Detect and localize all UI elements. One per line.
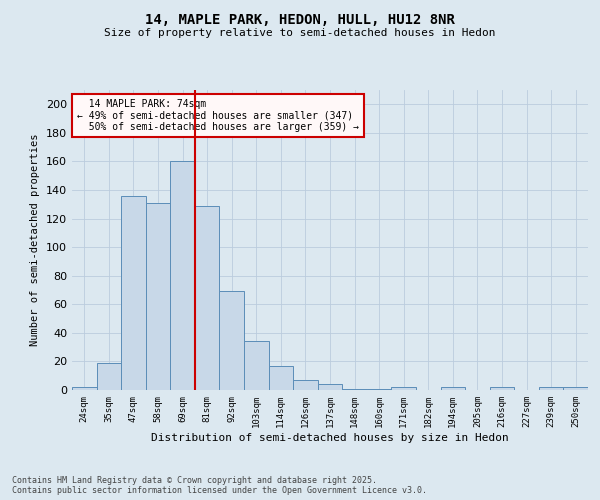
Bar xyxy=(97,363,121,390)
Bar xyxy=(440,387,465,390)
Text: 14 MAPLE PARK: 74sqm
← 49% of semi-detached houses are smaller (347)
  50% of se: 14 MAPLE PARK: 74sqm ← 49% of semi-detac… xyxy=(77,99,359,132)
Bar xyxy=(220,292,244,390)
Text: Size of property relative to semi-detached houses in Hedon: Size of property relative to semi-detach… xyxy=(104,28,496,38)
Bar xyxy=(342,388,367,390)
Text: 14, MAPLE PARK, HEDON, HULL, HU12 8NR: 14, MAPLE PARK, HEDON, HULL, HU12 8NR xyxy=(145,12,455,26)
Bar xyxy=(195,206,220,390)
Bar xyxy=(563,387,588,390)
Bar xyxy=(121,196,146,390)
Bar xyxy=(539,387,563,390)
Bar xyxy=(72,387,97,390)
Bar xyxy=(293,380,318,390)
Bar xyxy=(146,203,170,390)
Bar xyxy=(244,342,269,390)
Bar xyxy=(318,384,342,390)
Bar xyxy=(490,387,514,390)
Text: Contains HM Land Registry data © Crown copyright and database right 2025.
Contai: Contains HM Land Registry data © Crown c… xyxy=(12,476,427,495)
X-axis label: Distribution of semi-detached houses by size in Hedon: Distribution of semi-detached houses by … xyxy=(151,432,509,442)
Bar xyxy=(391,387,416,390)
Bar xyxy=(269,366,293,390)
Bar xyxy=(170,162,195,390)
Y-axis label: Number of semi-detached properties: Number of semi-detached properties xyxy=(31,134,40,346)
Bar xyxy=(367,388,391,390)
